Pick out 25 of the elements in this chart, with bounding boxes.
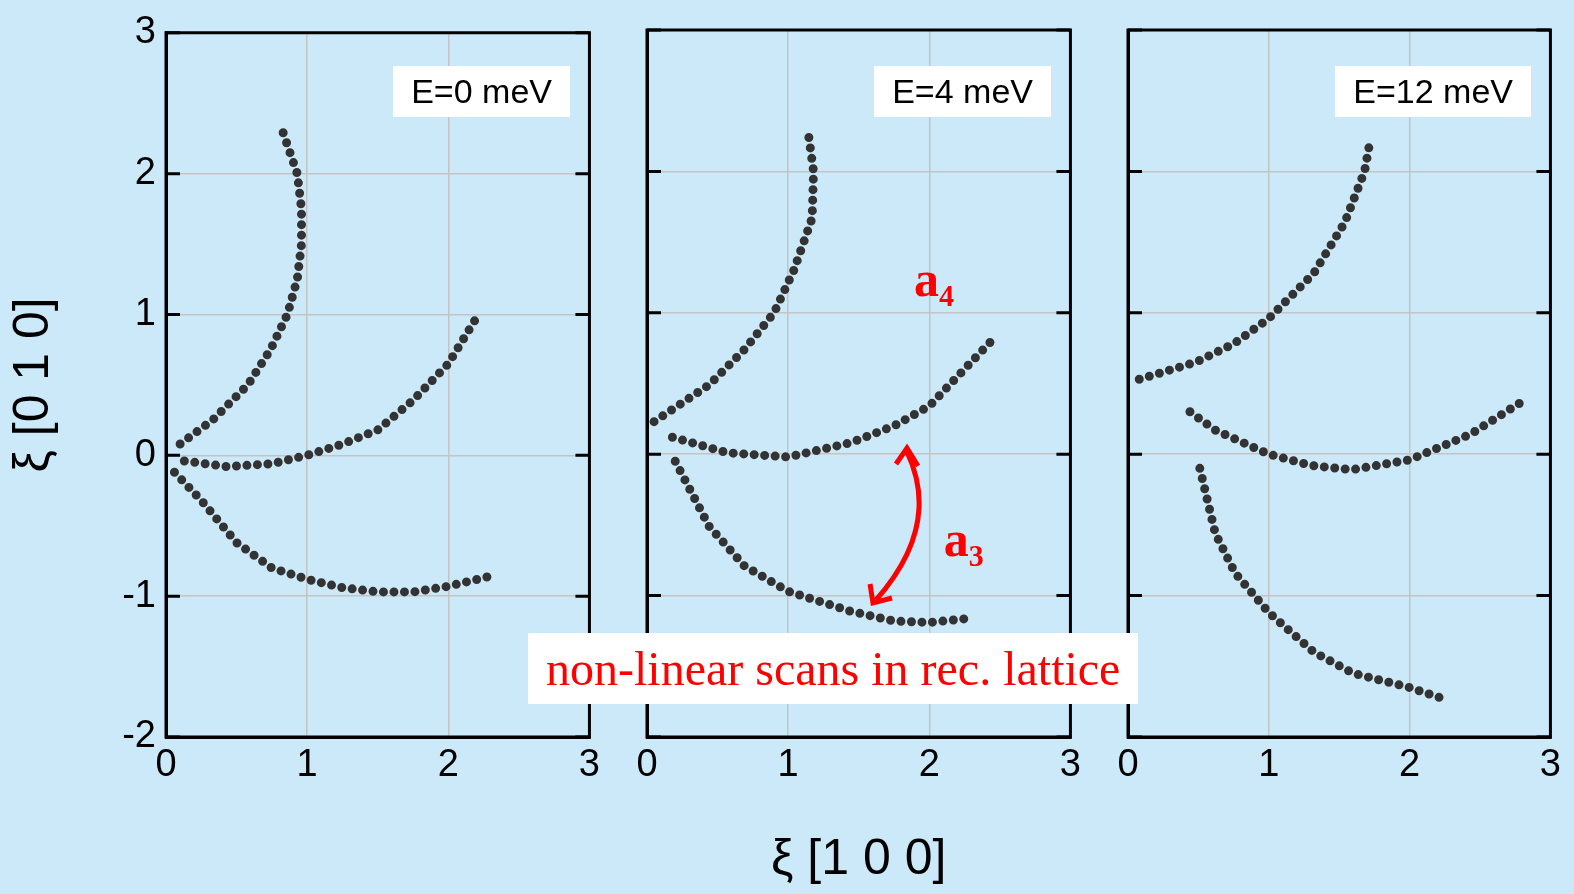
annotation: E=0 meV xyxy=(393,66,570,117)
annotation: non-linear scans in rec. lattice xyxy=(528,633,1139,704)
y-tick-label: -2 xyxy=(122,713,156,756)
annotation: E=12 meV xyxy=(1335,66,1531,117)
x-tick-label: 3 xyxy=(578,742,600,785)
y-tick-label: -1 xyxy=(122,572,156,615)
annotation: a₃ xyxy=(943,510,984,568)
x-axis-title: ξ [1 0 0] xyxy=(771,828,947,885)
x-tick-label: 3 xyxy=(1539,742,1561,785)
y-tick-label: 1 xyxy=(134,290,156,333)
x-tick-label: 1 xyxy=(1258,742,1280,785)
x-tick-label: 3 xyxy=(1059,742,1081,785)
x-tick-label: 0 xyxy=(636,742,658,785)
x-tick-label: 2 xyxy=(437,742,459,785)
x-tick-label: 1 xyxy=(296,742,318,785)
y-axis-title: ξ [0 1 0] xyxy=(2,297,59,473)
y-tick-label: 2 xyxy=(134,150,156,193)
x-tick-label: 2 xyxy=(918,742,940,785)
annotation: a₄ xyxy=(914,250,955,308)
x-tick-label: 1 xyxy=(777,742,799,785)
y-tick-label: 0 xyxy=(134,431,156,474)
annotation: E=4 meV xyxy=(874,66,1051,117)
y-tick-label: 3 xyxy=(134,9,156,52)
x-tick-label: 0 xyxy=(1117,742,1139,785)
x-tick-label: 2 xyxy=(1399,742,1421,785)
